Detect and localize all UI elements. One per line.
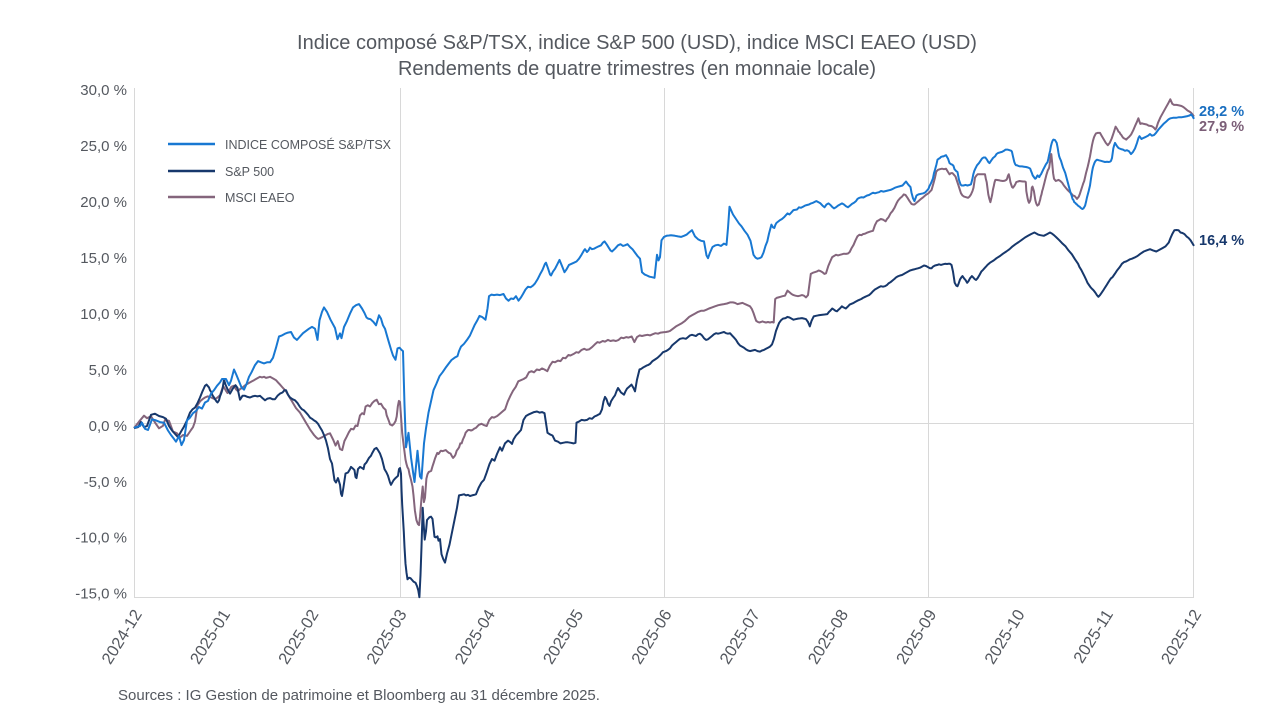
svg-text:27,9 %: 27,9 % xyxy=(1199,119,1244,135)
svg-text:S&P 500: S&P 500 xyxy=(225,165,274,179)
svg-text:10,0 %: 10,0 % xyxy=(80,306,127,323)
svg-text:5,0 %: 5,0 % xyxy=(89,362,127,379)
svg-text:INDICE COMPOSÉ S&P/TSX: INDICE COMPOSÉ S&P/TSX xyxy=(225,137,392,152)
svg-text:0,0 %: 0,0 % xyxy=(89,418,127,435)
svg-text:25,0 %: 25,0 % xyxy=(80,138,127,155)
svg-text:-5,0 %: -5,0 % xyxy=(84,474,127,491)
svg-text:15,0 %: 15,0 % xyxy=(80,250,127,267)
svg-text:16,4 %: 16,4 % xyxy=(1199,233,1244,249)
svg-text:20,0 %: 20,0 % xyxy=(80,194,127,211)
svg-text:-10,0 %: -10,0 % xyxy=(75,530,127,547)
svg-text:-15,0 %: -15,0 % xyxy=(75,586,127,603)
svg-text:MSCI EAEO: MSCI EAEO xyxy=(225,191,295,205)
svg-text:30,0 %: 30,0 % xyxy=(80,82,127,99)
svg-text:28,2 %: 28,2 % xyxy=(1199,104,1244,120)
